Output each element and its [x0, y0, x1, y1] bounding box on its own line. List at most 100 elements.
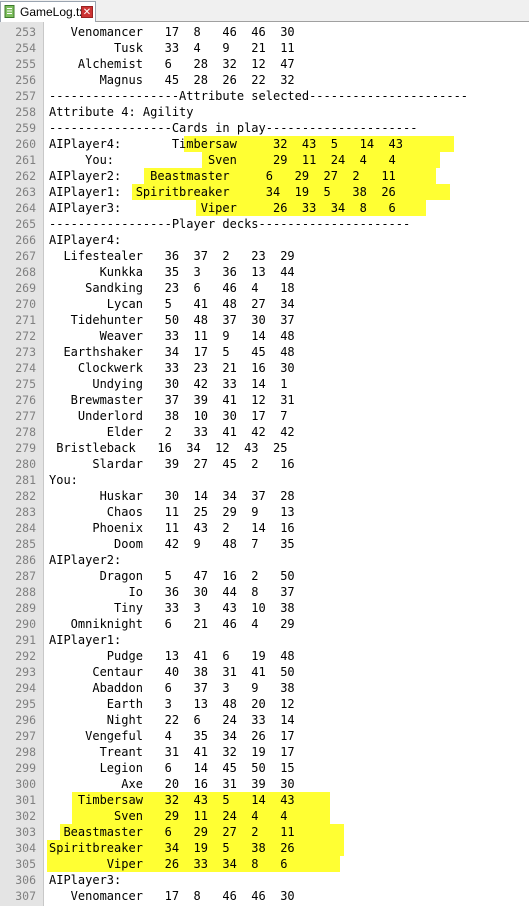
text-line[interactable]: 274 Clockwerk 33 23 21 16 30	[0, 360, 529, 376]
text-line[interactable]: 258 Attribute 4: Agility	[0, 104, 529, 120]
text-line[interactable]: 305 Viper 26 33 34 8 6	[0, 856, 529, 872]
line-number: 267	[15, 249, 36, 263]
text-line[interactable]: 282 Huskar 30 14 34 37 28	[0, 488, 529, 504]
text-line[interactable]: 304 Spiritbreaker 34 19 5 38 26	[0, 840, 529, 856]
text-line[interactable]: 255 Alchemist 6 28 32 12 47	[0, 56, 529, 72]
text-line[interactable]: 254 Tusk 33 4 9 21 11	[0, 40, 529, 56]
line-text: AIPlayer3:	[49, 873, 122, 887]
text-line[interactable]: 301 Timbersaw 32 43 5 14 43	[0, 792, 529, 808]
highlight-mark	[144, 168, 436, 184]
line-text: Viper 26 33 34 8 6	[49, 857, 288, 871]
text-line[interactable]: 290 Omniknight 6 21 46 4 29	[0, 616, 529, 632]
text-line[interactable]: 277 Underlord 38 10 30 17 7	[0, 408, 529, 424]
line-text: Treant 31 41 32 19 17	[49, 745, 295, 759]
text-line[interactable]: 257 ------------------Attribute selected-…	[0, 88, 529, 104]
text-line[interactable]: 294 Abaddon 6 37 3 9 38	[0, 680, 529, 696]
text-line[interactable]: 281 You:	[0, 472, 529, 488]
line-number: 307	[15, 889, 36, 903]
file-tab[interactable]: GameLog.txt ✕	[0, 1, 96, 22]
text-line[interactable]: 292 Pudge 13 41 6 19 48	[0, 648, 529, 664]
line-text: Elder 2 33 41 42 42	[49, 425, 295, 439]
line-text: Bristleback 16 34 12 43 25	[49, 441, 288, 455]
line-number: 254	[15, 41, 36, 55]
text-line[interactable]: 300 Axe 20 16 31 39 30	[0, 776, 529, 792]
highlight-mark	[60, 824, 344, 840]
text-line[interactable]: 267 Lifestealer 36 37 2 23 29	[0, 248, 529, 264]
line-number: 279	[15, 441, 36, 455]
highlight-mark	[47, 856, 340, 872]
line-number: 260	[15, 137, 36, 151]
text-line[interactable]: 295 Earth 3 13 48 20 12	[0, 696, 529, 712]
text-line[interactable]: 271 Tidehunter 50 48 37 30 37	[0, 312, 529, 328]
line-number: 285	[15, 537, 36, 551]
text-line[interactable]: 306 AIPlayer3:	[0, 872, 529, 888]
text-line[interactable]: 275 Undying 30 42 33 14 1	[0, 376, 529, 392]
line-text: Phoenix 11 43 2 14 16	[49, 521, 295, 535]
text-line[interactable]: 303 Beastmaster 6 29 27 2 11	[0, 824, 529, 840]
line-number: 290	[15, 617, 36, 631]
text-line[interactable]: 302 Sven 29 11 24 4 4	[0, 808, 529, 824]
text-line[interactable]: 278 Elder 2 33 41 42 42	[0, 424, 529, 440]
text-line[interactable]: 262 AIPlayer2: Beastmaster 6 29 27 2 11	[0, 168, 529, 184]
line-text: Lifestealer 36 37 2 23 29	[49, 249, 295, 263]
line-text: Sandking 23 6 46 4 18	[49, 281, 295, 295]
text-line[interactable]: 293 Centaur 40 38 31 41 50	[0, 664, 529, 680]
text-line[interactable]: 273 Earthshaker 34 17 5 45 48	[0, 344, 529, 360]
line-text: Alchemist 6 28 32 12 47	[49, 57, 295, 71]
highlight-mark	[72, 792, 330, 808]
line-text: Attribute 4: Agility	[49, 105, 194, 119]
text-line[interactable]: 283 Chaos 11 25 29 9 13	[0, 504, 529, 520]
text-line[interactable]: 263 AIPlayer1: Spiritbreaker 34 19 5 38 2…	[0, 184, 529, 200]
line-text: Legion 6 14 45 50 15	[49, 761, 295, 775]
line-text: Sven 29 11 24 4 4	[49, 809, 288, 823]
line-text: Venomancer 17 8 46 46 30	[49, 889, 295, 903]
line-text: You:	[49, 473, 78, 487]
line-text: Undying 30 42 33 14 1	[49, 377, 288, 391]
text-line[interactable]: 253 Venomancer 17 8 46 46 30	[0, 24, 529, 40]
text-line[interactable]: 265 -----------------Player decks--------…	[0, 216, 529, 232]
close-tab-icon[interactable]: ✕	[81, 6, 93, 18]
line-number: 306	[15, 873, 36, 887]
line-number: 263	[15, 185, 36, 199]
text-line[interactable]: 291 AIPlayer1:	[0, 632, 529, 648]
text-editor[interactable]: 253 Venomancer 17 8 46 46 30 254 Tusk 33 …	[0, 22, 529, 906]
text-line[interactable]: 261 You: Sven 29 11 24 4 4	[0, 152, 529, 168]
text-line[interactable]: 287 Dragon 5 47 16 2 50	[0, 568, 529, 584]
text-line[interactable]: 280 Slardar 39 27 45 2 16	[0, 456, 529, 472]
line-number: 273	[15, 345, 36, 359]
text-line[interactable]: 285 Doom 42 9 48 7 35	[0, 536, 529, 552]
text-line[interactable]: 297 Vengeful 4 35 34 26 17	[0, 728, 529, 744]
line-number: 253	[15, 25, 36, 39]
text-line[interactable]: 272 Weaver 33 11 9 14 48	[0, 328, 529, 344]
line-number: 287	[15, 569, 36, 583]
line-number: 288	[15, 585, 36, 599]
line-text: Omniknight 6 21 46 4 29	[49, 617, 295, 631]
line-text: Underlord 38 10 30 17 7	[49, 409, 288, 423]
text-line[interactable]: 296 Night 22 6 24 33 14	[0, 712, 529, 728]
text-line[interactable]: 266 AIPlayer4:	[0, 232, 529, 248]
text-line[interactable]: 298 Treant 31 41 32 19 17	[0, 744, 529, 760]
line-number: 299	[15, 761, 36, 775]
text-line[interactable]: 260 AIPlayer4: Timbersaw 32 43 5 14 43	[0, 136, 529, 152]
text-line[interactable]: 264 AIPlayer3: Viper 26 33 34 8 6	[0, 200, 529, 216]
text-line[interactable]: 299 Legion 6 14 45 50 15	[0, 760, 529, 776]
text-line[interactable]: 284 Phoenix 11 43 2 14 16	[0, 520, 529, 536]
line-number: 300	[15, 777, 36, 791]
text-line[interactable]: 286 AIPlayer2:	[0, 552, 529, 568]
text-line[interactable]: 270 Lycan 5 41 48 27 34	[0, 296, 529, 312]
text-line[interactable]: 269 Sandking 23 6 46 4 18	[0, 280, 529, 296]
text-line[interactable]: 256 Magnus 45 28 26 22 32	[0, 72, 529, 88]
tab-title: GameLog.txt	[20, 5, 89, 19]
text-line[interactable]: 307 Venomancer 17 8 46 46 30	[0, 888, 529, 904]
line-text: You: Sven 29 11 24 4 4	[49, 153, 396, 167]
line-number: 305	[15, 857, 36, 871]
line-number: 286	[15, 553, 36, 567]
text-line[interactable]: 289 Tiny 33 3 43 10 38	[0, 600, 529, 616]
line-number: 277	[15, 409, 36, 423]
text-line[interactable]: 279 Bristleback 16 34 12 43 25	[0, 440, 529, 456]
text-line[interactable]: 288 Io 36 30 44 8 37	[0, 584, 529, 600]
text-line[interactable]: 259 -----------------Cards in play-------…	[0, 120, 529, 136]
text-line[interactable]: 276 Brewmaster 37 39 41 12 31	[0, 392, 529, 408]
tab-bar: GameLog.txt ✕	[0, 0, 529, 22]
text-line[interactable]: 268 Kunkka 35 3 36 13 44	[0, 264, 529, 280]
